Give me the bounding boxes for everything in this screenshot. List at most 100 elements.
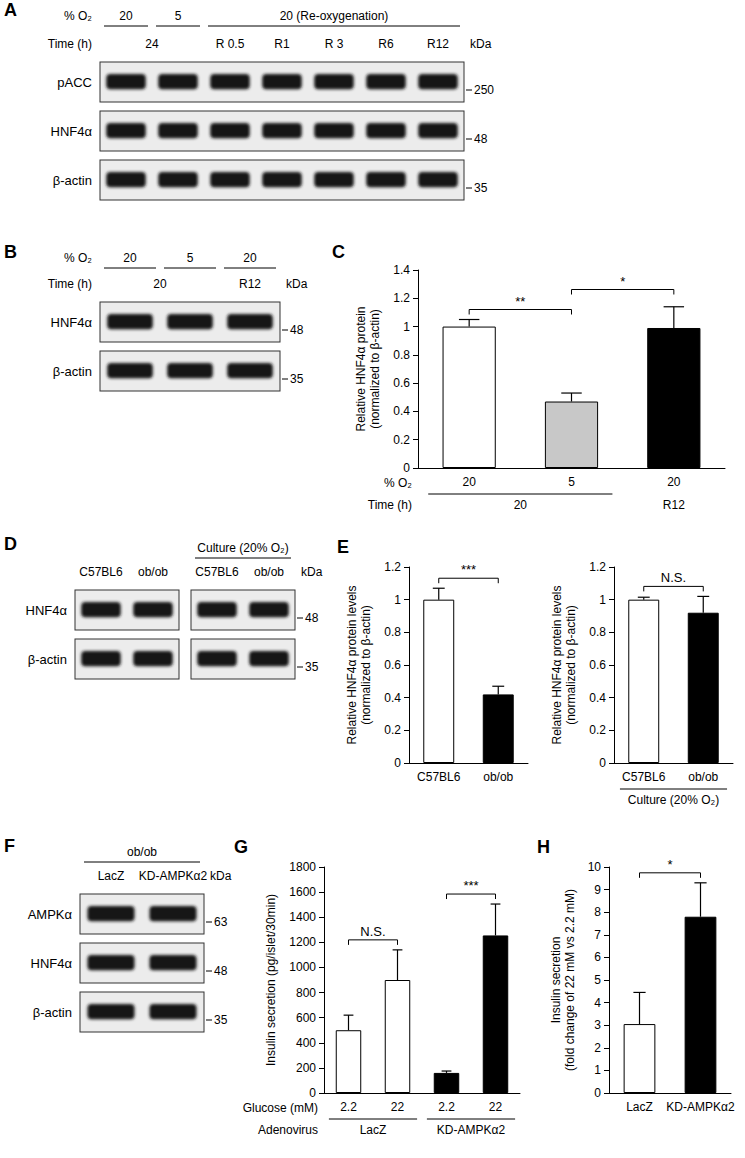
svg-text:48: 48	[305, 611, 319, 625]
svg-text:20: 20	[243, 251, 257, 265]
svg-text:KD-AMPKα2: KD-AMPKα2	[139, 869, 208, 883]
svg-text:ob/ob: ob/ob	[483, 770, 513, 784]
svg-text:24: 24	[145, 37, 159, 51]
svg-text:R1: R1	[274, 37, 290, 51]
svg-text:ob/ob: ob/ob	[254, 565, 284, 579]
svg-text:C57BL6: C57BL6	[417, 770, 461, 784]
svg-text:0.8: 0.8	[589, 625, 606, 639]
svg-text:0: 0	[394, 756, 401, 770]
svg-text:0: 0	[599, 756, 606, 770]
svg-text:C57BL6: C57BL6	[195, 565, 239, 579]
svg-text:Time (h): Time (h)	[48, 277, 92, 291]
svg-text:5: 5	[594, 973, 601, 987]
svg-text:1.2: 1.2	[589, 560, 606, 574]
svg-text:35: 35	[474, 181, 488, 195]
svg-text:5: 5	[187, 251, 194, 265]
svg-text:kDa: kDa	[210, 869, 232, 883]
svg-text:5: 5	[568, 475, 575, 489]
svg-text:20: 20	[153, 277, 167, 291]
svg-text:1800: 1800	[289, 860, 316, 874]
svg-text:8: 8	[594, 905, 601, 919]
svg-text:20: 20	[119, 9, 133, 23]
svg-text:Relative HNF4α protein levels: Relative HNF4α protein levels	[550, 586, 564, 745]
svg-text:*: *	[667, 857, 672, 872]
svg-text:***: ***	[463, 878, 478, 893]
svg-text:R 0.5: R 0.5	[216, 37, 245, 51]
svg-text:*: *	[620, 274, 625, 289]
svg-text:Culture (20% O₂): Culture (20% O₂)	[628, 793, 719, 807]
svg-text:R6: R6	[378, 37, 394, 51]
svg-text:C57BL6: C57BL6	[622, 770, 666, 784]
svg-text:Time (h): Time (h)	[48, 37, 92, 51]
svg-text:**: **	[515, 294, 525, 309]
svg-text:48: 48	[214, 964, 228, 978]
svg-text:0.2: 0.2	[393, 433, 410, 447]
svg-text:0.2: 0.2	[589, 723, 606, 737]
svg-text:0.8: 0.8	[393, 348, 410, 362]
svg-text:20: 20	[514, 498, 528, 512]
svg-text:35: 35	[290, 372, 304, 386]
svg-text:20 (Re-oxygenation): 20 (Re-oxygenation)	[280, 9, 389, 23]
svg-text:R 3: R 3	[325, 37, 344, 51]
svg-text:20: 20	[462, 475, 476, 489]
svg-text:KD-AMPKα2: KD-AMPKα2	[437, 1123, 506, 1137]
svg-text:A: A	[4, 0, 17, 20]
svg-text:6: 6	[594, 950, 601, 964]
svg-text:5: 5	[175, 9, 182, 23]
svg-text:% O₂: % O₂	[64, 9, 92, 23]
svg-text:0: 0	[594, 1086, 601, 1100]
svg-text:HNF4α: HNF4α	[51, 315, 93, 330]
svg-text:1.2: 1.2	[393, 291, 410, 305]
svg-text:0.6: 0.6	[384, 658, 401, 672]
svg-text:***: ***	[461, 562, 476, 577]
svg-text:1600: 1600	[289, 885, 316, 899]
svg-text:22: 22	[391, 1100, 405, 1114]
svg-text:20: 20	[667, 475, 681, 489]
svg-text:C57BL6: C57BL6	[79, 565, 123, 579]
svg-text:ob/ob: ob/ob	[688, 770, 718, 784]
svg-text:% O₂: % O₂	[64, 251, 92, 265]
svg-text:Time (h): Time (h)	[368, 498, 412, 512]
svg-text:pACC: pACC	[57, 75, 92, 90]
svg-text:HNF4α: HNF4α	[51, 124, 93, 139]
svg-text:D: D	[4, 534, 17, 554]
svg-text:LacZ: LacZ	[98, 869, 125, 883]
svg-text:48: 48	[474, 132, 488, 146]
svg-text:63: 63	[214, 915, 228, 929]
svg-text:0.4: 0.4	[384, 691, 401, 705]
svg-text:(fold change of 22 mM vs 2.2 m: (fold change of 22 mM vs 2.2 mM)	[563, 889, 577, 1071]
svg-text:0.6: 0.6	[393, 376, 410, 390]
svg-text:(normalized to β-actin): (normalized to β-actin)	[359, 605, 373, 725]
svg-text:1.4: 1.4	[393, 263, 410, 277]
svg-text:0.6: 0.6	[589, 658, 606, 672]
svg-text:N.S.: N.S.	[360, 924, 385, 939]
svg-text:22: 22	[489, 1100, 503, 1114]
svg-text:1: 1	[594, 1063, 601, 1077]
svg-text:B: B	[4, 242, 17, 262]
svg-text:F: F	[4, 836, 15, 856]
svg-text:Insulin secretion: Insulin secretion	[549, 937, 563, 1024]
svg-text:Glucose (mM): Glucose (mM)	[243, 1101, 318, 1115]
svg-text:LacZ: LacZ	[360, 1123, 387, 1137]
svg-text:0: 0	[403, 461, 410, 475]
svg-text:600: 600	[296, 1011, 316, 1025]
svg-text:% O₂: % O₂	[384, 476, 412, 490]
svg-text:0.2: 0.2	[384, 723, 401, 737]
svg-text:R12: R12	[427, 37, 449, 51]
svg-text:800: 800	[296, 986, 316, 1000]
svg-text:R12: R12	[663, 498, 685, 512]
svg-text:HNF4α: HNF4α	[26, 603, 68, 618]
svg-text:HNF4α: HNF4α	[31, 956, 73, 971]
svg-text:250: 250	[474, 83, 494, 97]
svg-text:4: 4	[594, 996, 601, 1010]
svg-text:KD-AMPKα2: KD-AMPKα2	[666, 1100, 735, 1114]
svg-text:kDa: kDa	[470, 37, 492, 51]
svg-text:35: 35	[214, 1013, 228, 1027]
svg-text:1.2: 1.2	[384, 560, 401, 574]
svg-text:35: 35	[305, 660, 319, 674]
svg-text:β-actin: β-actin	[28, 652, 67, 667]
svg-text:kDa: kDa	[301, 565, 323, 579]
svg-text:9: 9	[594, 883, 601, 897]
svg-text:1400: 1400	[289, 910, 316, 924]
svg-text:LacZ: LacZ	[626, 1100, 653, 1114]
